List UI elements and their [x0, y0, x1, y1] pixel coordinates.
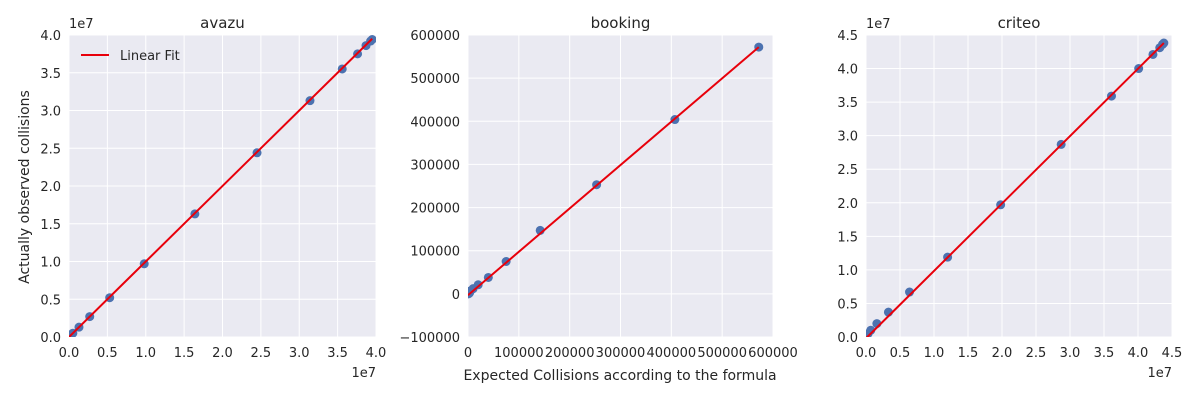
chart-booking: 0 100000 200000 300000 400000 500000 600000−10…: [399, 14, 797, 361]
y-tick-label: 3.5: [837, 96, 858, 111]
x-tick-label: 500000: [697, 346, 747, 361]
legend: Linear Fit: [81, 49, 180, 64]
chart-title: criteo: [998, 14, 1041, 32]
x-tick-label: 0: [464, 346, 472, 361]
legend-label: Linear Fit: [120, 49, 180, 64]
x-tick-label: 4.0: [366, 346, 387, 361]
x-tick-label: 600000: [748, 346, 798, 361]
y-axis-label: Actually observed collisions: [17, 90, 33, 284]
y-tick-label: 0: [452, 288, 460, 303]
y-tick-label: 300000: [410, 158, 460, 173]
x-tick-label: 200000: [545, 346, 595, 361]
y-tick-label: −100000: [399, 331, 460, 346]
y-tick-label: 4.0: [837, 63, 858, 78]
y-offset-label: 1e7: [866, 17, 891, 32]
y-tick-label: 0.0: [837, 331, 858, 346]
x-tick-label: 2.5: [1026, 346, 1047, 361]
x-tick-label: 2.0: [992, 346, 1013, 361]
chart-title: avazu: [200, 14, 245, 32]
y-tick-label: 3.5: [40, 67, 61, 82]
x-tick-label: 3.5: [327, 346, 348, 361]
y-tick-label: 400000: [410, 115, 460, 130]
x-tick-label: 0.0: [856, 346, 877, 361]
y-tick-label: 1.0: [837, 264, 858, 279]
x-axis-label: Expected Collisions according to the for…: [463, 368, 776, 384]
y-tick-label: 0.5: [837, 297, 858, 312]
x-offset-label: 1e7: [351, 366, 376, 381]
x-tick-label: 300000: [596, 346, 646, 361]
linear-fit-line: [866, 42, 1165, 337]
y-tick-label: 100000: [410, 245, 460, 260]
y-tick-label: 2.5: [837, 163, 858, 178]
chart-title: booking: [591, 14, 651, 32]
y-tick-label: 1.5: [837, 230, 858, 245]
x-tick-label: 1.5: [958, 346, 979, 361]
x-tick-label: 2.5: [251, 346, 272, 361]
x-tick-label: 100000: [494, 346, 544, 361]
x-tick-label: 1.5: [174, 346, 195, 361]
chart-avazu: 0.0 0.5 1.0 1.5 2.0 2.5 3.0 3.5 4.0 0.0 0.5 1.0 1.5 2…: [40, 14, 386, 381]
x-tick-label: 400000: [647, 346, 697, 361]
y-offset-label: 1e7: [69, 17, 94, 32]
linear-fit-line: [468, 46, 760, 296]
y-tick-label: 3.0: [40, 105, 61, 120]
y-tick-label: 600000: [410, 29, 460, 44]
y-tick-label: 2.5: [40, 142, 61, 157]
y-tick-label: 500000: [410, 72, 460, 87]
data-point: [473, 280, 483, 290]
y-tick-label: 1.0: [40, 256, 61, 271]
x-tick-label: 2.0: [212, 346, 233, 361]
x-tick-label: 0.5: [97, 346, 118, 361]
y-tick-label: 4.0: [40, 29, 61, 44]
x-tick-label: 4.5: [1162, 346, 1183, 361]
x-tick-label: 3.0: [289, 346, 310, 361]
y-tick-label: 0.0: [40, 331, 61, 346]
y-tick-label: 2.0: [40, 180, 61, 195]
y-tick-label: 0.5: [40, 293, 61, 308]
x-tick-label: 4.0: [1128, 346, 1149, 361]
x-tick-label: 3.5: [1094, 346, 1115, 361]
x-tick-label: 0.0: [59, 346, 80, 361]
y-tick-label: 200000: [410, 202, 460, 217]
x-tick-label: 0.5: [890, 346, 911, 361]
y-tick-label: 2.0: [837, 197, 858, 212]
chart-criteo: 0.0 0.5 1.0 1.5 2.0 2.5 3.0 3.5 4.0 4.5 0.0 0.5 1.0 1…: [837, 14, 1182, 381]
x-offset-label: 1e7: [1147, 366, 1172, 381]
y-tick-label: 3.0: [837, 130, 858, 145]
x-tick-label: 1.0: [135, 346, 156, 361]
x-tick-label: 3.0: [1060, 346, 1081, 361]
x-tick-label: 1.0: [924, 346, 945, 361]
y-tick-label: 4.5: [837, 29, 858, 44]
linear-fit-line: [69, 38, 373, 337]
y-tick-label: 1.5: [40, 218, 61, 233]
